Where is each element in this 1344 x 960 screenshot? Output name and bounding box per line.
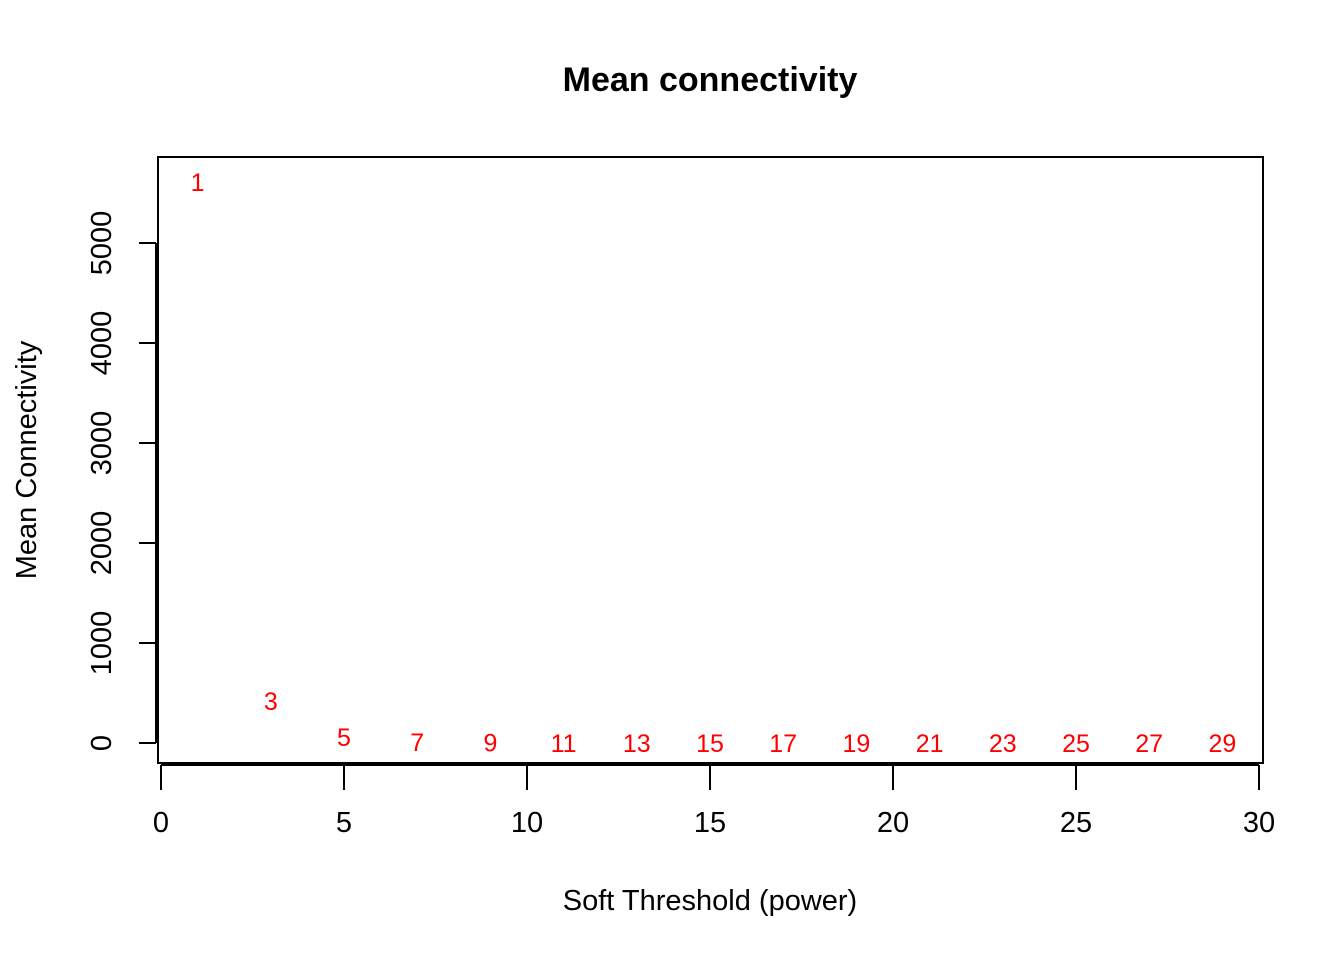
y-axis: 0 1000 2000 3000 4000 5000 [86,211,157,751]
data-points: 135 7 9 11 13 15 17 19 21 23 25 27 29 [191,169,1237,758]
data-point-label: 17 [769,730,797,758]
chart-title: Mean connectivity [563,61,858,99]
y-tick-label: 0 [86,735,118,751]
data-point-label: 3 [264,688,278,716]
y-tick-label: 4000 [86,311,118,376]
data-point-label: 9 [483,730,497,758]
x-tick-label: 25 [1060,807,1092,839]
x-tick-label: 20 [877,807,909,839]
data-point-label: 7 [410,729,424,757]
y-tick-label: 2000 [86,511,118,576]
data-point-label: 23 [989,730,1017,758]
y-tick-label: 3000 [86,411,118,476]
x-tick-label: 10 [511,807,543,839]
x-tick-label: 30 [1243,807,1275,839]
data-point-label: 25 [1062,730,1090,758]
data-point-label: 5 [337,724,351,752]
plot-frame [157,156,1264,764]
data-point-label: 11 [551,730,577,758]
y-tick-label: 1000 [86,611,118,676]
data-point-label: 27 [1135,730,1163,758]
x-axis: 0 5 10 15 20 25 30 [153,764,1275,839]
data-point-label: 19 [842,730,870,758]
x-axis-label: Soft Threshold (power) [563,885,857,917]
data-point-label: 13 [623,730,651,758]
data-point-label: 29 [1208,730,1236,758]
y-axis-label: Mean Connectivity [11,340,43,579]
x-tick-label: 5 [336,807,352,839]
data-point-label: 21 [916,730,944,758]
x-tick-label: 15 [694,807,726,839]
data-point-label: 15 [696,730,724,758]
y-tick-label: 5000 [86,211,118,276]
data-point-label: 1 [191,169,205,197]
x-tick-label: 0 [153,807,169,839]
